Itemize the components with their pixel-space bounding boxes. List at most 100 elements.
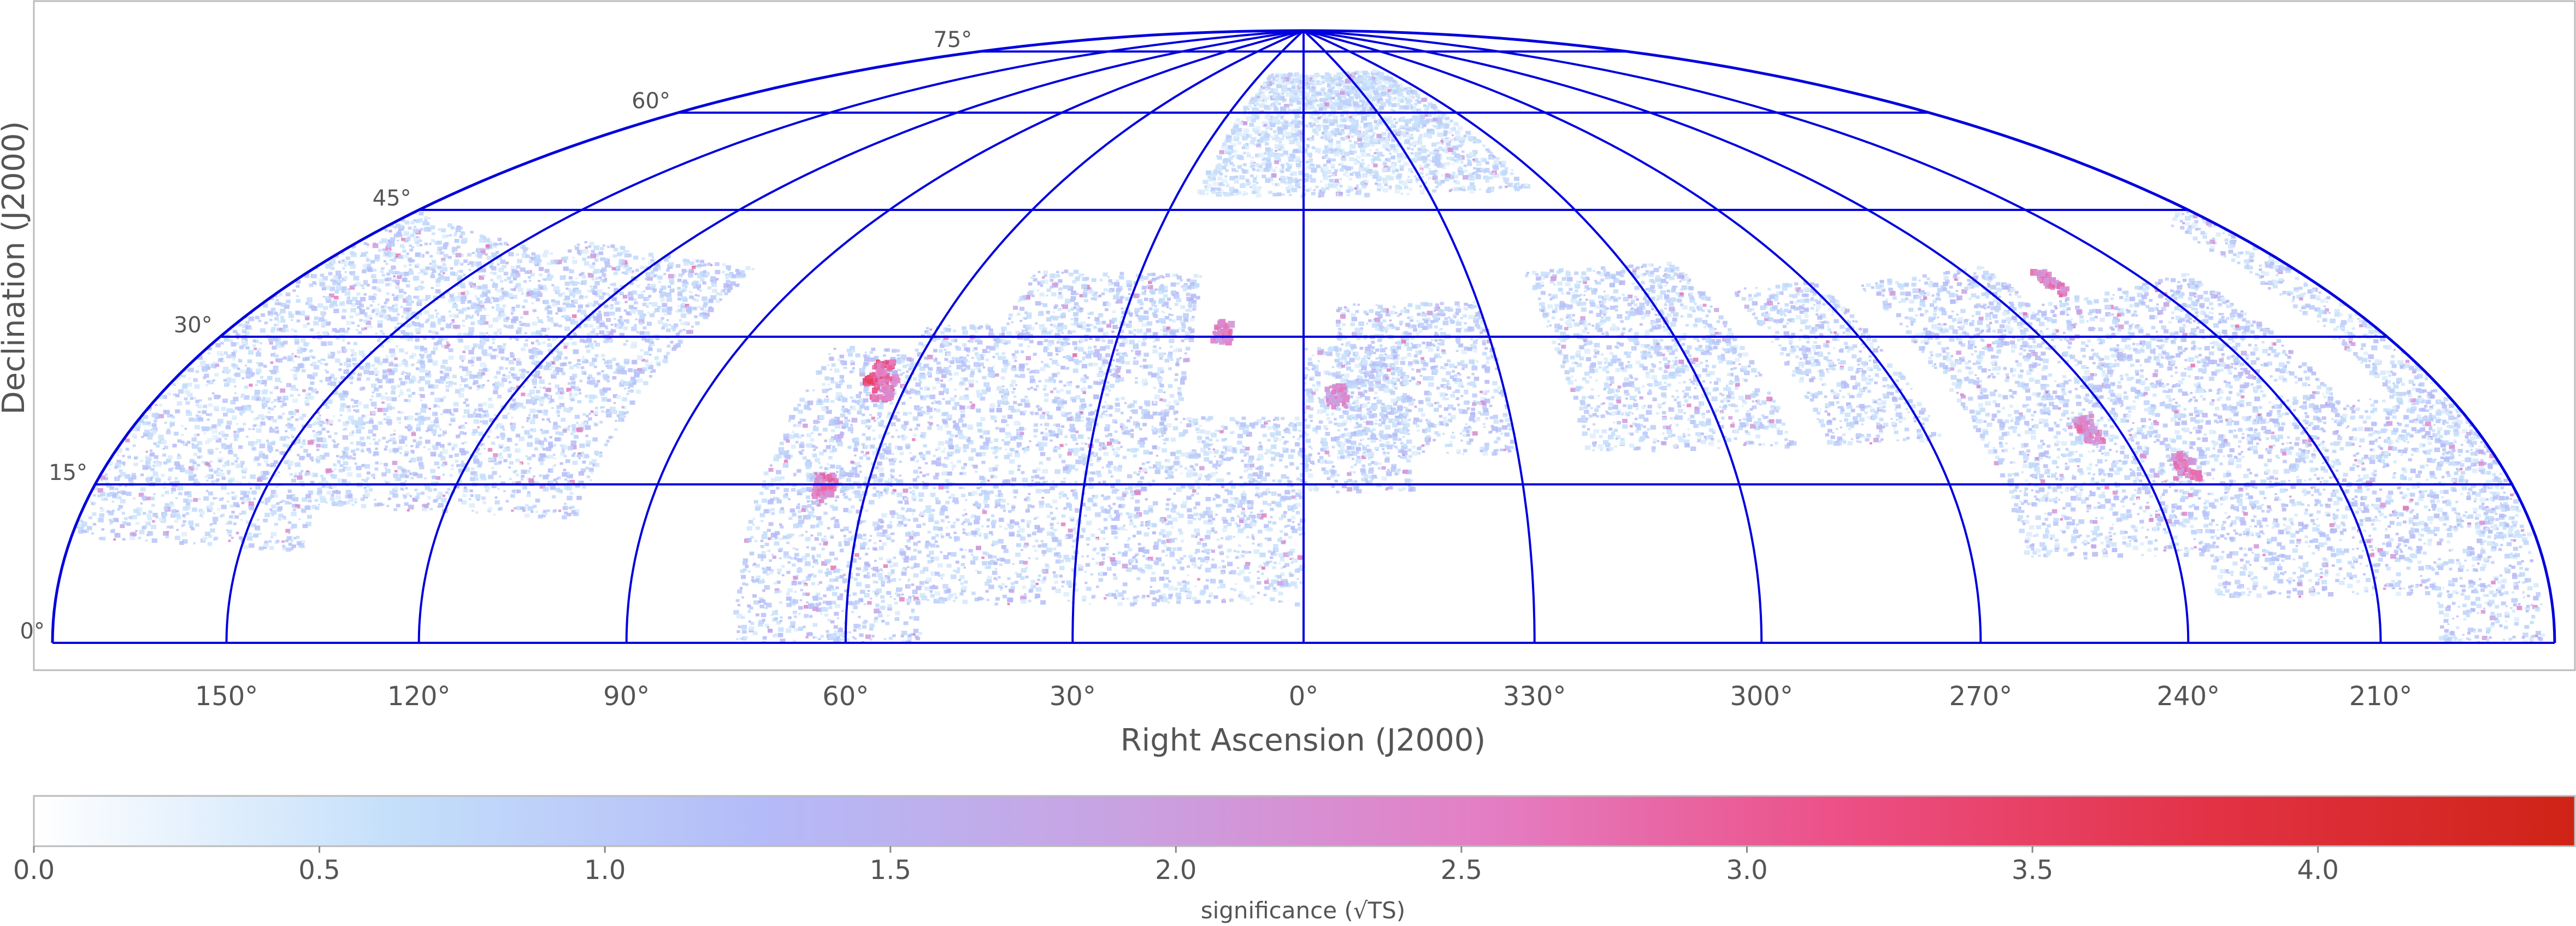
heat-pixel bbox=[393, 304, 398, 307]
heat-pixel bbox=[140, 460, 143, 462]
heat-pixel bbox=[2208, 225, 2212, 227]
heat-pixel bbox=[99, 537, 103, 540]
heat-pixel bbox=[2323, 325, 2326, 327]
heat-pixel bbox=[2392, 364, 2397, 368]
heat-pixel bbox=[350, 382, 353, 384]
heat-pixel bbox=[109, 468, 111, 470]
heat-pixel bbox=[155, 478, 161, 483]
heat-pixel bbox=[165, 491, 169, 494]
heat-pixel bbox=[281, 541, 284, 543]
heat-pixel bbox=[302, 310, 305, 313]
heat-pixel bbox=[264, 541, 268, 543]
heat-pixel bbox=[385, 298, 389, 302]
heat-pixel bbox=[326, 481, 329, 483]
heat-pixel bbox=[193, 542, 196, 544]
sky-map-figure: 150° 120° 90° 60° 30° 0° 330° 300° 270° 240° 210° … bbox=[0, 0, 2576, 926]
heat-pixel bbox=[290, 433, 292, 435]
heat-pixel bbox=[115, 533, 121, 538]
heat-pixel bbox=[469, 261, 473, 265]
heat-pixel bbox=[317, 360, 321, 362]
heat-pixel bbox=[449, 314, 453, 317]
heat-pixel bbox=[320, 282, 326, 286]
heat-pixel bbox=[330, 302, 335, 306]
heat-pixel bbox=[241, 410, 245, 413]
heat-pixel bbox=[2171, 225, 2174, 227]
heat-pixel bbox=[2516, 506, 2519, 508]
heat-pixel bbox=[2403, 367, 2406, 370]
heat-pixel bbox=[285, 501, 290, 505]
heat-pixel bbox=[362, 287, 365, 289]
heat-pixel bbox=[2397, 360, 2403, 365]
heat-pixel bbox=[150, 468, 155, 471]
heat-pixel bbox=[280, 389, 285, 393]
heat-pixel bbox=[2409, 380, 2414, 384]
heat-pixel bbox=[140, 502, 143, 505]
heat-pixel bbox=[287, 356, 291, 359]
heat-pixel bbox=[166, 431, 171, 435]
heat-pixel bbox=[264, 460, 268, 464]
heat-pixel bbox=[242, 330, 247, 333]
heat-pixel bbox=[350, 315, 353, 319]
heat-pixel bbox=[319, 279, 324, 283]
heat-pixel bbox=[194, 425, 200, 429]
heat-pixel bbox=[2508, 528, 2513, 531]
heat-pixel bbox=[362, 354, 366, 357]
heat-pixel bbox=[189, 418, 194, 421]
heat-pixel bbox=[2265, 283, 2268, 285]
heat-pixel bbox=[2221, 251, 2226, 255]
heat-pixel bbox=[465, 315, 470, 319]
heat-pixel bbox=[258, 533, 261, 535]
heat-pixel bbox=[305, 494, 311, 499]
heat-pixel bbox=[351, 398, 354, 401]
heat-pixel bbox=[336, 286, 342, 291]
heat-pixel bbox=[2322, 318, 2327, 322]
heat-pixel bbox=[355, 425, 358, 428]
heat-pixel bbox=[399, 378, 402, 380]
heat-pixel bbox=[269, 508, 272, 511]
heat-pixel bbox=[163, 448, 165, 449]
heat-pixel bbox=[411, 259, 415, 262]
heat-pixel bbox=[382, 374, 388, 379]
heat-pixel bbox=[367, 284, 370, 286]
heat-pixel bbox=[456, 253, 462, 257]
heat-pixel bbox=[389, 349, 395, 354]
heat-pixel bbox=[320, 475, 323, 478]
heat-pixel bbox=[274, 324, 277, 326]
heat-pixel bbox=[154, 420, 157, 423]
heat-pixel bbox=[158, 414, 164, 418]
heat-pixel bbox=[399, 272, 403, 275]
heat-pixel bbox=[2225, 238, 2229, 242]
heat-pixel bbox=[262, 398, 266, 402]
heat-pixel bbox=[122, 521, 127, 525]
heat-pixel bbox=[270, 463, 276, 467]
heat-pixel bbox=[344, 447, 349, 450]
heat-pixel bbox=[226, 425, 231, 430]
heat-pixel bbox=[515, 273, 521, 277]
heat-pixel bbox=[283, 341, 288, 344]
heat-pixel bbox=[271, 505, 276, 509]
heat-pixel bbox=[290, 369, 292, 371]
heat-pixel bbox=[411, 246, 415, 249]
heat-pixel bbox=[275, 354, 279, 357]
heat-pixel bbox=[285, 325, 288, 328]
heat-pixel bbox=[118, 496, 121, 499]
heat-pixel bbox=[420, 354, 425, 357]
heat-pixel bbox=[221, 444, 227, 449]
heat-pixel bbox=[276, 540, 279, 543]
heat-pixel bbox=[419, 324, 424, 328]
heat-pixel bbox=[211, 480, 215, 484]
heat-pixel bbox=[493, 272, 497, 275]
heat-pixel bbox=[2474, 501, 2476, 502]
heat-pixel bbox=[2521, 529, 2524, 532]
heat-pixel bbox=[125, 485, 127, 487]
heat-pixel bbox=[233, 523, 237, 525]
heat-pixel bbox=[367, 257, 369, 259]
heat-pixel bbox=[366, 421, 369, 424]
heat-pixel bbox=[211, 429, 217, 434]
heat-pixel bbox=[437, 341, 442, 345]
heat-pixel bbox=[156, 460, 158, 461]
heat-pixel bbox=[206, 490, 208, 492]
heat-pixel bbox=[203, 496, 209, 501]
heat-pixel bbox=[282, 444, 287, 447]
heat-pixel bbox=[162, 454, 166, 457]
